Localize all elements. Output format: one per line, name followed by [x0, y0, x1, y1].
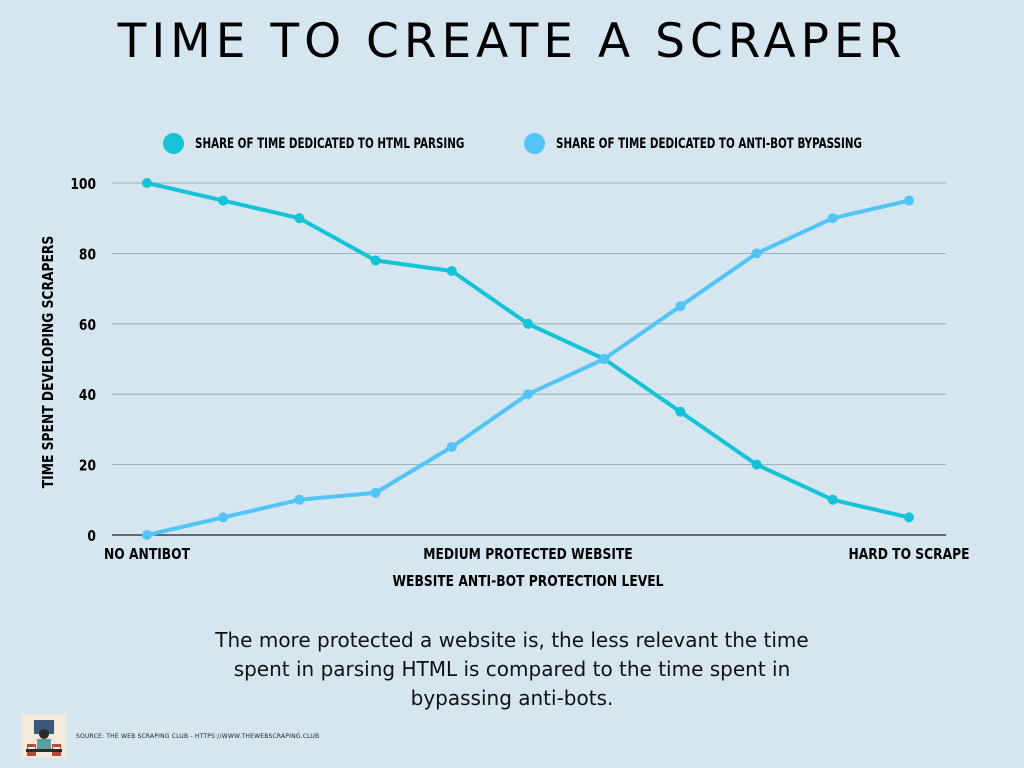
y-tick-label: 100	[70, 176, 96, 193]
legend-swatch-html-parsing	[163, 133, 184, 154]
legend-item-anti-bot: SHARE OF TIME DEDICATED TO ANTI-BOT BYPA…	[524, 133, 929, 154]
data-point-anti-bot	[446, 442, 457, 452]
x-tick-label: MEDIUM PROTECTED WEBSITE	[423, 546, 632, 563]
data-point-html-parsing	[446, 266, 457, 276]
y-tick-label: 0	[87, 528, 96, 545]
legend-item-html-parsing: SHARE OF TIME DEDICATED TO HTML PARSING	[163, 133, 523, 154]
data-point-anti-bot	[523, 389, 533, 400]
data-point-html-parsing	[751, 459, 762, 470]
y-tick-label: 60	[79, 317, 96, 334]
data-point-html-parsing	[142, 178, 152, 188]
web-scraping-club-logo	[22, 714, 66, 758]
x-tick-label: HARD TO SCRAPE	[848, 546, 969, 563]
x-axis-title: WEBSITE ANTI-BOT PROTECTION LEVEL	[392, 572, 664, 590]
data-point-anti-bot	[751, 248, 762, 259]
data-point-anti-bot	[904, 195, 914, 206]
data-point-anti-bot	[142, 530, 152, 540]
y-axis-title: TIME SPENT DEVELOPING SCRAPERS	[39, 235, 57, 489]
series-line-anti-bot	[145, 198, 911, 537]
legend-label-html-parsing: SHARE OF TIME DEDICATED TO HTML PARSING	[195, 135, 465, 152]
data-point-html-parsing	[370, 255, 381, 266]
data-point-html-parsing	[294, 213, 305, 224]
source-note: SOURCE: THE WEB SCRAPING CLUB - HTTPS://…	[76, 733, 320, 740]
data-point-anti-bot	[370, 487, 381, 498]
legend-label-anti-bot: SHARE OF TIME DEDICATED TO ANTI-BOT BYPA…	[556, 135, 863, 152]
chart-caption: The more protected a website is, the les…	[215, 628, 809, 710]
data-point-anti-bot	[294, 494, 305, 505]
y-tick-label: 20	[79, 457, 96, 474]
data-point-html-parsing	[904, 512, 914, 523]
x-tick-label: NO ANTIBOT	[104, 546, 191, 563]
data-point-html-parsing	[675, 406, 686, 417]
series-line-html-parsing	[145, 181, 911, 520]
y-tick-label: 80	[79, 246, 96, 263]
data-point-html-parsing	[218, 195, 229, 206]
data-point-anti-bot	[827, 213, 838, 224]
y-tick-label: 40	[79, 387, 96, 404]
legend: SHARE OF TIME DEDICATED TO HTML PARSING …	[0, 133, 1024, 157]
data-point-anti-bot	[218, 512, 229, 523]
chart-title: TIME TO CREATE A SCRAPER	[117, 14, 907, 69]
legend-swatch-anti-bot	[524, 133, 545, 154]
data-point-anti-bot	[675, 301, 686, 312]
data-point-html-parsing	[827, 494, 838, 505]
data-point-anti-bot	[599, 354, 610, 364]
data-point-html-parsing	[523, 318, 533, 329]
